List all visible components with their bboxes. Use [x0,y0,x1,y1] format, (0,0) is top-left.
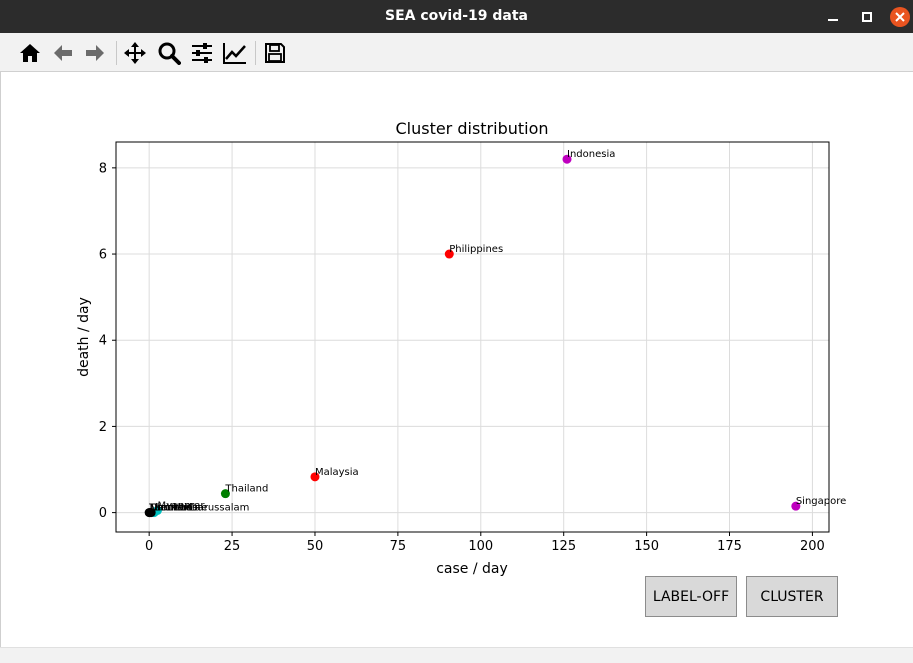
close-button[interactable] [890,7,910,27]
point-label: Lao PDR [149,503,191,514]
y-tick-label: 0 [99,506,107,521]
data-point [444,249,454,259]
forward-icon [86,45,104,61]
data-point [220,489,230,499]
x-tick-label: 175 [717,539,742,554]
point-label: Brunei Darussalam [154,503,249,514]
y-tick-label: 4 [99,334,107,349]
point-label: Philippines [449,244,503,255]
data-point [562,154,572,164]
x-tick-label: 0 [145,539,153,554]
label-toggle-button[interactable]: LABEL-OFF [645,576,737,617]
x-tick-label: 200 [800,539,825,554]
edit-axis-icon [223,43,246,64]
window-titlebar: SEA covid-19 data [0,0,913,33]
point-label: Thailand [224,484,268,495]
forward-button[interactable] [81,39,109,67]
point-label: Cambodia [150,503,201,514]
point-label: Myanmar [157,500,205,511]
x-tick-label: 125 [551,539,576,554]
chart-title: Cluster distribution [395,119,548,138]
y-tick-label: 2 [99,420,107,435]
x-tick-label: 50 [307,539,324,554]
point-label: Singapore [796,496,846,507]
back-button[interactable] [49,39,77,67]
data-point [791,501,801,511]
configure-subplots-icon [192,43,212,63]
x-tick-label: 75 [390,539,407,554]
data-point [310,472,320,482]
x-tick-label: 150 [634,539,659,554]
data-point [144,508,154,518]
zoom-icon [158,42,181,65]
pan-icon [124,42,146,64]
point-label: Vietnam [151,503,193,514]
matplotlib-toolbar [0,33,913,72]
back-icon [54,45,72,61]
status-bar [0,647,913,663]
minimize-icon [828,19,838,21]
point-label: Malaysia [315,467,359,478]
point-label: Timor-Leste [148,503,207,514]
cluster-button[interactable]: CLUSTER [746,576,838,617]
scatter-chart: 0 25 50 75 100 125 150 175 200 0 2 4 6 8 Indonesia Phi… [76,119,846,577]
window-title: SEA covid-19 data [385,8,528,24]
save-button[interactable] [261,39,289,67]
home-icon [20,44,40,62]
point-label: Indonesia [567,149,615,160]
zoom-button[interactable] [155,39,183,67]
minimize-button[interactable] [823,7,843,27]
pan-button[interactable] [121,39,149,67]
maximize-icon [862,12,872,22]
axes-frame [115,141,830,533]
y-axis-label: death / day [76,297,92,377]
y-tick-label: 6 [99,248,107,263]
x-tick-label: 25 [224,539,241,554]
y-tick-label: 8 [99,161,107,176]
x-tick-label: 100 [468,539,493,554]
x-axis-label: case / day [436,561,508,577]
configure-subplots-button[interactable] [188,39,216,67]
home-button[interactable] [16,39,44,67]
close-icon [895,12,905,22]
save-icon [265,43,285,63]
edit-axis-button[interactable] [221,39,249,67]
maximize-button[interactable] [857,7,877,27]
figure-canvas: 0 25 50 75 100 125 150 175 200 0 2 4 6 8 Indonesia Phi… [0,72,913,647]
